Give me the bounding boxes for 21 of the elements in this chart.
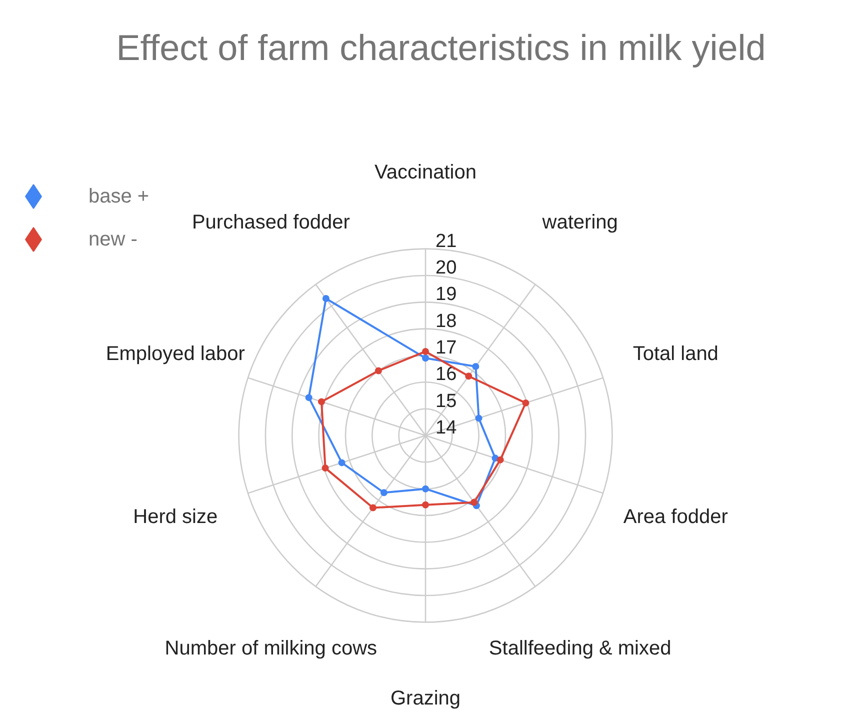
y-tick-label: 16 [436,364,457,386]
spoke-label: Purchased fodder [192,212,350,234]
spoke-label: Herd size [133,506,218,528]
y-tick-label: 14 [436,418,458,438]
spoke-label: Vaccination [374,162,476,184]
spoke-label: Total land [632,343,718,366]
legend-label: new - [88,228,138,250]
y-tick-label: 21 [436,230,457,252]
legend-label: base + [88,186,150,208]
chart-title: Effect of farm characteristics in milk yield [116,27,766,68]
spoke-label: watering [541,212,618,234]
spoke-label: Stallfeeding & mixed [488,637,672,660]
spoke-label: Grazing [390,688,461,710]
y-tick-label: 20 [436,257,457,278]
y-tick-label: 15 [436,390,457,412]
spoke-label: Number of milking cows [164,637,378,660]
spoke-label: Area fodder [623,506,728,528]
y-tick-label: 19 [436,284,457,306]
y-tick-label: 17 [436,337,457,358]
spoke-label: Employed labor [106,343,246,366]
y-tick-label: 18 [436,310,457,332]
